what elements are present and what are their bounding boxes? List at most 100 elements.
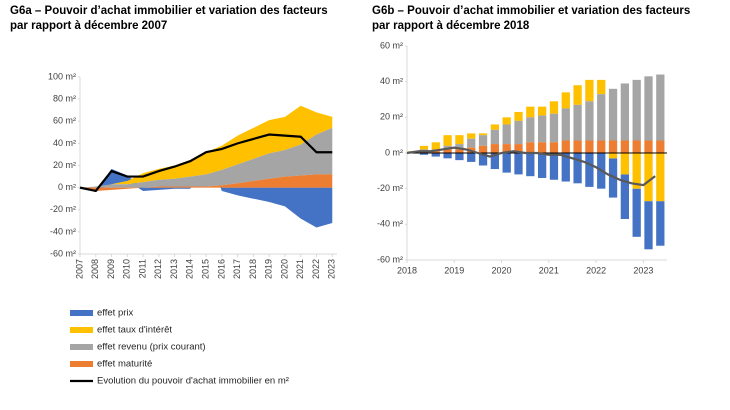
x-tick-label: 2020 (492, 265, 512, 275)
legend-swatch (70, 361, 93, 367)
x-tick-label: 2013 (169, 259, 179, 279)
bar (538, 153, 547, 178)
bar (656, 140, 665, 153)
bar (573, 85, 582, 105)
bar (656, 153, 665, 202)
bar (526, 153, 535, 177)
y-tick-label: 60 m² (53, 116, 76, 126)
x-tick-label: 2012 (153, 259, 163, 279)
bar (561, 108, 570, 141)
bar (585, 79, 594, 102)
x-tick-label: 2019 (264, 259, 274, 279)
x-tick-label: 2008 (90, 259, 100, 279)
area (80, 152, 333, 228)
y-tick-label: 20 m² (53, 160, 76, 170)
bar (526, 142, 535, 153)
bar (608, 153, 618, 159)
legend-swatch (70, 344, 93, 350)
chart-title: par rapport à décembre 2018 (372, 20, 530, 32)
x-tick-label: 2010 (122, 259, 132, 279)
y-tick-label: 40 m² (53, 138, 76, 148)
bar (419, 153, 429, 155)
y-tick-label: 100 m² (48, 71, 76, 81)
bar (478, 135, 488, 146)
bar (561, 153, 570, 182)
bar (490, 144, 499, 153)
x-tick-label: 2017 (232, 259, 242, 279)
bar (573, 140, 582, 153)
x-tick-label: 2014 (185, 259, 195, 279)
bar (597, 79, 606, 95)
x-tick-label: 2023 (327, 259, 337, 279)
y-tick-label: -40 m² (377, 219, 403, 229)
chart-title: G6b – Pouvoir d’achat immobilier et vari… (372, 5, 690, 17)
bar (538, 115, 547, 143)
bar (538, 142, 547, 153)
bar (514, 144, 523, 153)
bar (490, 153, 499, 170)
y-tick-label: 80 m² (53, 94, 76, 104)
chart-title: G6a – Pouvoir d’achat immobilier et vari… (10, 5, 328, 17)
bar (455, 149, 464, 153)
y-tick-label: -40 m² (50, 226, 76, 236)
bar (597, 94, 606, 141)
bar (431, 153, 440, 157)
x-tick-label: 2009 (106, 259, 116, 279)
bar (467, 138, 476, 148)
area (80, 105, 333, 188)
bar (549, 113, 559, 143)
bar (632, 79, 641, 141)
y-tick-label: -60 m² (377, 254, 403, 264)
legend-swatch (70, 327, 93, 333)
y-tick-label: 0 m² (385, 147, 403, 157)
bar (608, 88, 618, 141)
x-tick-label: 2011 (137, 259, 147, 278)
bar (632, 153, 641, 189)
bar (608, 140, 618, 153)
bar (538, 106, 547, 116)
legend-label: effet taux d'intérêt (97, 325, 172, 336)
bar (644, 76, 653, 141)
bar (502, 144, 511, 153)
bar (549, 101, 559, 114)
legend-label: effet revenu (prix courant) (97, 342, 206, 353)
x-tick-label: 2021 (539, 265, 559, 275)
y-tick-label: 0 m² (58, 182, 76, 192)
bar (443, 153, 452, 159)
x-tick-label: 2022 (586, 265, 606, 275)
y-tick-label: -20 m² (377, 183, 403, 193)
x-tick-label: 2023 (633, 265, 653, 275)
bar (656, 201, 665, 246)
area (80, 174, 333, 191)
bar (526, 106, 535, 118)
y-tick-label: 60 m² (380, 40, 403, 50)
bar (467, 133, 476, 139)
bar (514, 120, 523, 145)
x-tick-label: 2021 (295, 259, 305, 279)
bar (455, 144, 464, 150)
bar (620, 153, 629, 175)
legend-label: effet maturité (97, 359, 152, 370)
chart-title: par rapport à décembre 2007 (10, 20, 167, 32)
x-tick-label: 2015 (201, 259, 211, 279)
bar (573, 104, 582, 141)
bar (478, 153, 488, 166)
y-tick-label: 20 m² (380, 112, 403, 122)
bar (549, 142, 559, 153)
bar (455, 153, 464, 161)
bar (431, 142, 440, 150)
bar (467, 153, 476, 162)
bar (478, 145, 488, 153)
bar (478, 133, 488, 136)
x-tick-label: 2007 (74, 259, 84, 279)
bar (644, 153, 653, 202)
x-tick-label: 2019 (444, 265, 464, 275)
bar (502, 124, 511, 145)
bar (443, 149, 452, 153)
bar (502, 117, 511, 125)
line (79, 133, 333, 193)
bar (561, 140, 570, 153)
bar (632, 188, 641, 237)
bar (431, 151, 440, 153)
